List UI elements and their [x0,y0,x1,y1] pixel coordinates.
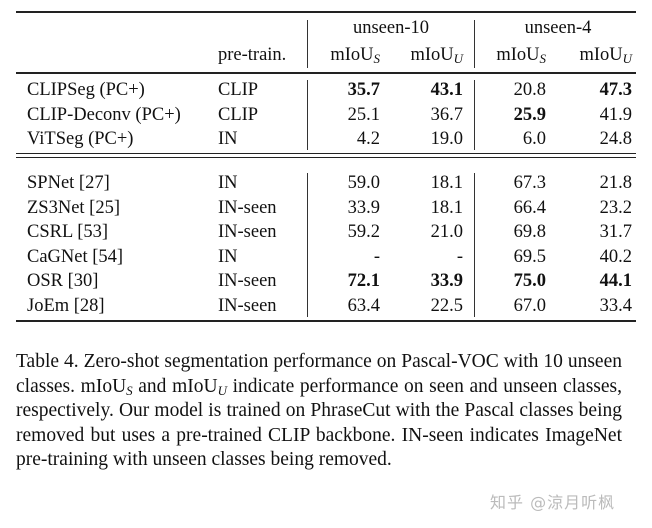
top-rule [16,11,636,13]
value-cell: 72.1 [347,271,380,291]
header-miou-u: mIoUU [410,45,463,66]
table-row: CLIP-Deconv (PC+) CLIP 25.1 36.7 25.9 41.9 [0,103,652,127]
value-cell: 21.0 [430,222,463,242]
value-cell: 25.9 [513,104,546,125]
pretrain-cell: IN-seen [218,222,277,242]
double-rule-bottom [16,157,636,158]
value-cell: 18.1 [430,173,463,193]
value-cell: 6.0 [522,129,546,149]
value-cell: 19.0 [430,129,463,149]
method-name: CLIPSeg (PC+) [27,80,145,100]
value-cell: 69.5 [513,246,546,267]
value-cell: 41.9 [599,104,632,125]
table-row: CLIPSeg (PC+) CLIP 35.7 43.1 20.8 47.3 [0,78,652,102]
header-pretrain: pre-train. [218,45,287,65]
column-divider [474,20,475,68]
method-name: SPNet [27] [27,173,110,193]
pretrain-cell: IN [218,246,238,267]
group-header-unseen-4: unseen-4 [524,18,592,38]
method-name: CLIP-Deconv (PC+) [27,104,181,125]
value-cell: 59.2 [347,222,380,242]
table-caption: Table 4. Zero-shot segmentation performa… [16,351,623,470]
value-cell: 22.5 [430,295,463,316]
value-cell: 31.7 [599,222,632,242]
column-divider [307,173,308,317]
value-cell: 35.7 [347,80,380,100]
method-name: OSR [30] [27,271,99,291]
pretrain-cell: CLIP [218,80,259,100]
column-divider [307,80,308,150]
table-row: CSRL [53] IN-seen 59.2 21.0 69.8 31.7 [0,220,652,244]
method-name: CSRL [53] [27,222,109,242]
header-miou-s: mIoUS [330,45,380,66]
pretrain-cell: IN [218,129,238,149]
value-cell: 21.8 [599,173,632,193]
value-cell: 4.2 [356,129,380,149]
value-cell: 59.0 [347,173,380,193]
group-header-unseen-10: unseen-10 [352,18,430,38]
method-name: ZS3Net [25] [27,197,120,218]
double-rule-top [16,153,636,154]
table-row: CaGNet [54] IN - - 69.5 40.2 [0,245,652,269]
watermark: 知乎 @涼月听枫 [490,493,616,512]
table-row: JoEm [28] IN-seen 63.4 22.5 67.0 33.4 [0,294,652,318]
pretrain-cell: IN-seen [218,271,277,291]
pretrain-cell: IN [218,173,238,193]
method-name: ViTSeg (PC+) [27,129,134,149]
value-cell: 43.1 [430,80,463,100]
header-rule [16,72,636,74]
value-cell: 33.9 [430,271,463,291]
value-cell: 20.8 [513,80,546,100]
value-cell: 69.8 [513,222,546,242]
value-cell: 24.8 [599,129,632,149]
column-divider [474,80,475,150]
value-cell: 25.1 [347,104,380,125]
table-row: ZS3Net [25] IN-seen 33.9 18.1 66.4 23.2 [0,196,652,220]
value-cell: 67.3 [513,173,546,193]
pretrain-cell: CLIP [218,104,259,125]
value-cell: - [456,246,463,267]
table-row: OSR [30] IN-seen 72.1 33.9 75.0 44.1 [0,269,652,293]
pretrain-cell: IN-seen [218,295,277,316]
value-cell: 33.9 [347,197,380,218]
header-miou-u: mIoUU [579,45,632,66]
bottom-rule [16,320,636,322]
method-name: CaGNet [54] [27,246,124,267]
method-name: JoEm [28] [27,295,105,316]
column-header-row: pre-train. mIoUS mIoUU mIoUS mIoUU [0,43,652,67]
value-cell: 18.1 [430,197,463,218]
column-divider [307,20,308,68]
pretrain-cell: IN-seen [218,197,277,218]
value-cell: 66.4 [513,197,546,218]
value-cell: 47.3 [599,80,632,100]
header-miou-s: mIoUS [496,45,546,66]
value-cell: 40.2 [599,246,632,267]
value-cell: 75.0 [513,271,546,291]
value-cell: 36.7 [430,104,463,125]
table-row: ViTSeg (PC+) IN 4.2 19.0 6.0 24.8 [0,127,652,151]
value-cell: 33.4 [599,295,632,316]
table-row: SPNet [27] IN 59.0 18.1 67.3 21.8 [0,171,652,195]
value-cell: 63.4 [347,295,380,316]
column-divider [474,173,475,317]
value-cell: 23.2 [599,197,632,218]
value-cell: 67.0 [513,295,546,316]
value-cell: - [373,246,380,267]
value-cell: 44.1 [599,271,632,291]
